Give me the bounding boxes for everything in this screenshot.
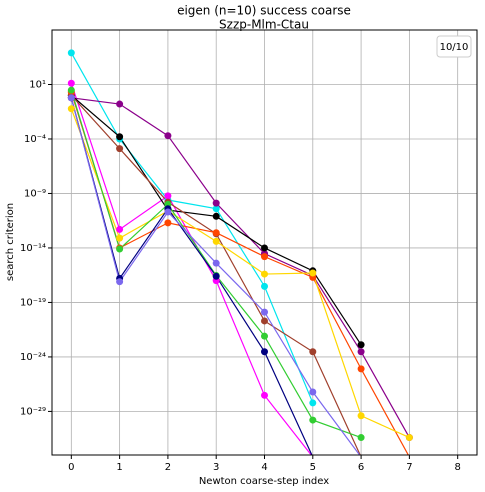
- point: [261, 317, 268, 325]
- point: [357, 365, 365, 373]
- point: [309, 388, 317, 396]
- series-line: [70, 97, 313, 455]
- chart-title: eigen (n=10) success coarse: [177, 4, 351, 18]
- point: [116, 100, 124, 108]
- x-tick-label: 6: [358, 462, 364, 473]
- point: [116, 278, 124, 286]
- y-axis-label: search criterion: [5, 203, 16, 281]
- point: [116, 245, 124, 253]
- point: [67, 86, 75, 94]
- series-line: [70, 108, 410, 439]
- point: [261, 244, 268, 252]
- point: [67, 49, 75, 57]
- point: [164, 192, 172, 200]
- plot-frame: [51, 29, 478, 456]
- point: [261, 332, 268, 340]
- point: [116, 145, 124, 153]
- x-tick-label: 7: [406, 462, 412, 473]
- series-line: [70, 52, 314, 404]
- point: [309, 269, 317, 277]
- y-tick-label: 10⁻¹⁹: [20, 297, 46, 308]
- x-tick-label: 3: [213, 462, 219, 473]
- point: [164, 219, 172, 227]
- series-line: [70, 91, 409, 455]
- y-tick-label: 10⁻⁴: [24, 134, 46, 145]
- x-tick-label: 1: [116, 462, 122, 473]
- point: [261, 391, 268, 399]
- x-tick-label: 5: [310, 462, 316, 473]
- plot-area: [67, 49, 413, 455]
- point: [212, 229, 220, 237]
- point: [261, 308, 268, 316]
- point: [309, 348, 317, 356]
- y-tick-label: 10⁻⁹: [24, 188, 46, 199]
- point: [309, 399, 317, 407]
- x-tick-label: 0: [68, 462, 74, 473]
- point: [309, 416, 317, 424]
- y-tick-label: 10⁻²⁴: [20, 352, 46, 363]
- point: [164, 208, 172, 216]
- point: [357, 412, 365, 420]
- point: [212, 237, 220, 245]
- x-tick-label: 2: [165, 462, 171, 473]
- y-tick-label: 10⁻²⁹: [20, 406, 46, 417]
- point: [212, 199, 220, 207]
- y-tick-label: 10⁻¹⁴: [20, 243, 46, 254]
- point: [116, 133, 124, 141]
- legend-text: 10/10: [440, 42, 469, 53]
- x-axis-label: Newton coarse-step index: [199, 476, 329, 487]
- x-tick-label: 4: [261, 462, 267, 473]
- point: [67, 105, 75, 113]
- point: [357, 341, 365, 349]
- point: [116, 234, 124, 242]
- point: [212, 205, 220, 213]
- point: [261, 253, 268, 261]
- x-tick-label: 8: [454, 462, 460, 473]
- point: [164, 132, 172, 140]
- point: [357, 434, 365, 442]
- point: [67, 94, 75, 102]
- y-tick-label: 10¹: [29, 79, 46, 90]
- chart-subtitle: Szzp-Mlm-Ctau: [219, 18, 309, 32]
- point: [116, 225, 124, 233]
- point: [405, 434, 413, 442]
- point: [212, 212, 220, 220]
- point: [261, 282, 268, 290]
- series-line: [71, 97, 410, 438]
- point: [67, 79, 75, 87]
- point: [212, 272, 220, 280]
- point: [261, 348, 268, 356]
- point: [357, 348, 365, 356]
- point: [261, 270, 268, 278]
- point: [212, 259, 220, 267]
- legend-box: [436, 35, 472, 58]
